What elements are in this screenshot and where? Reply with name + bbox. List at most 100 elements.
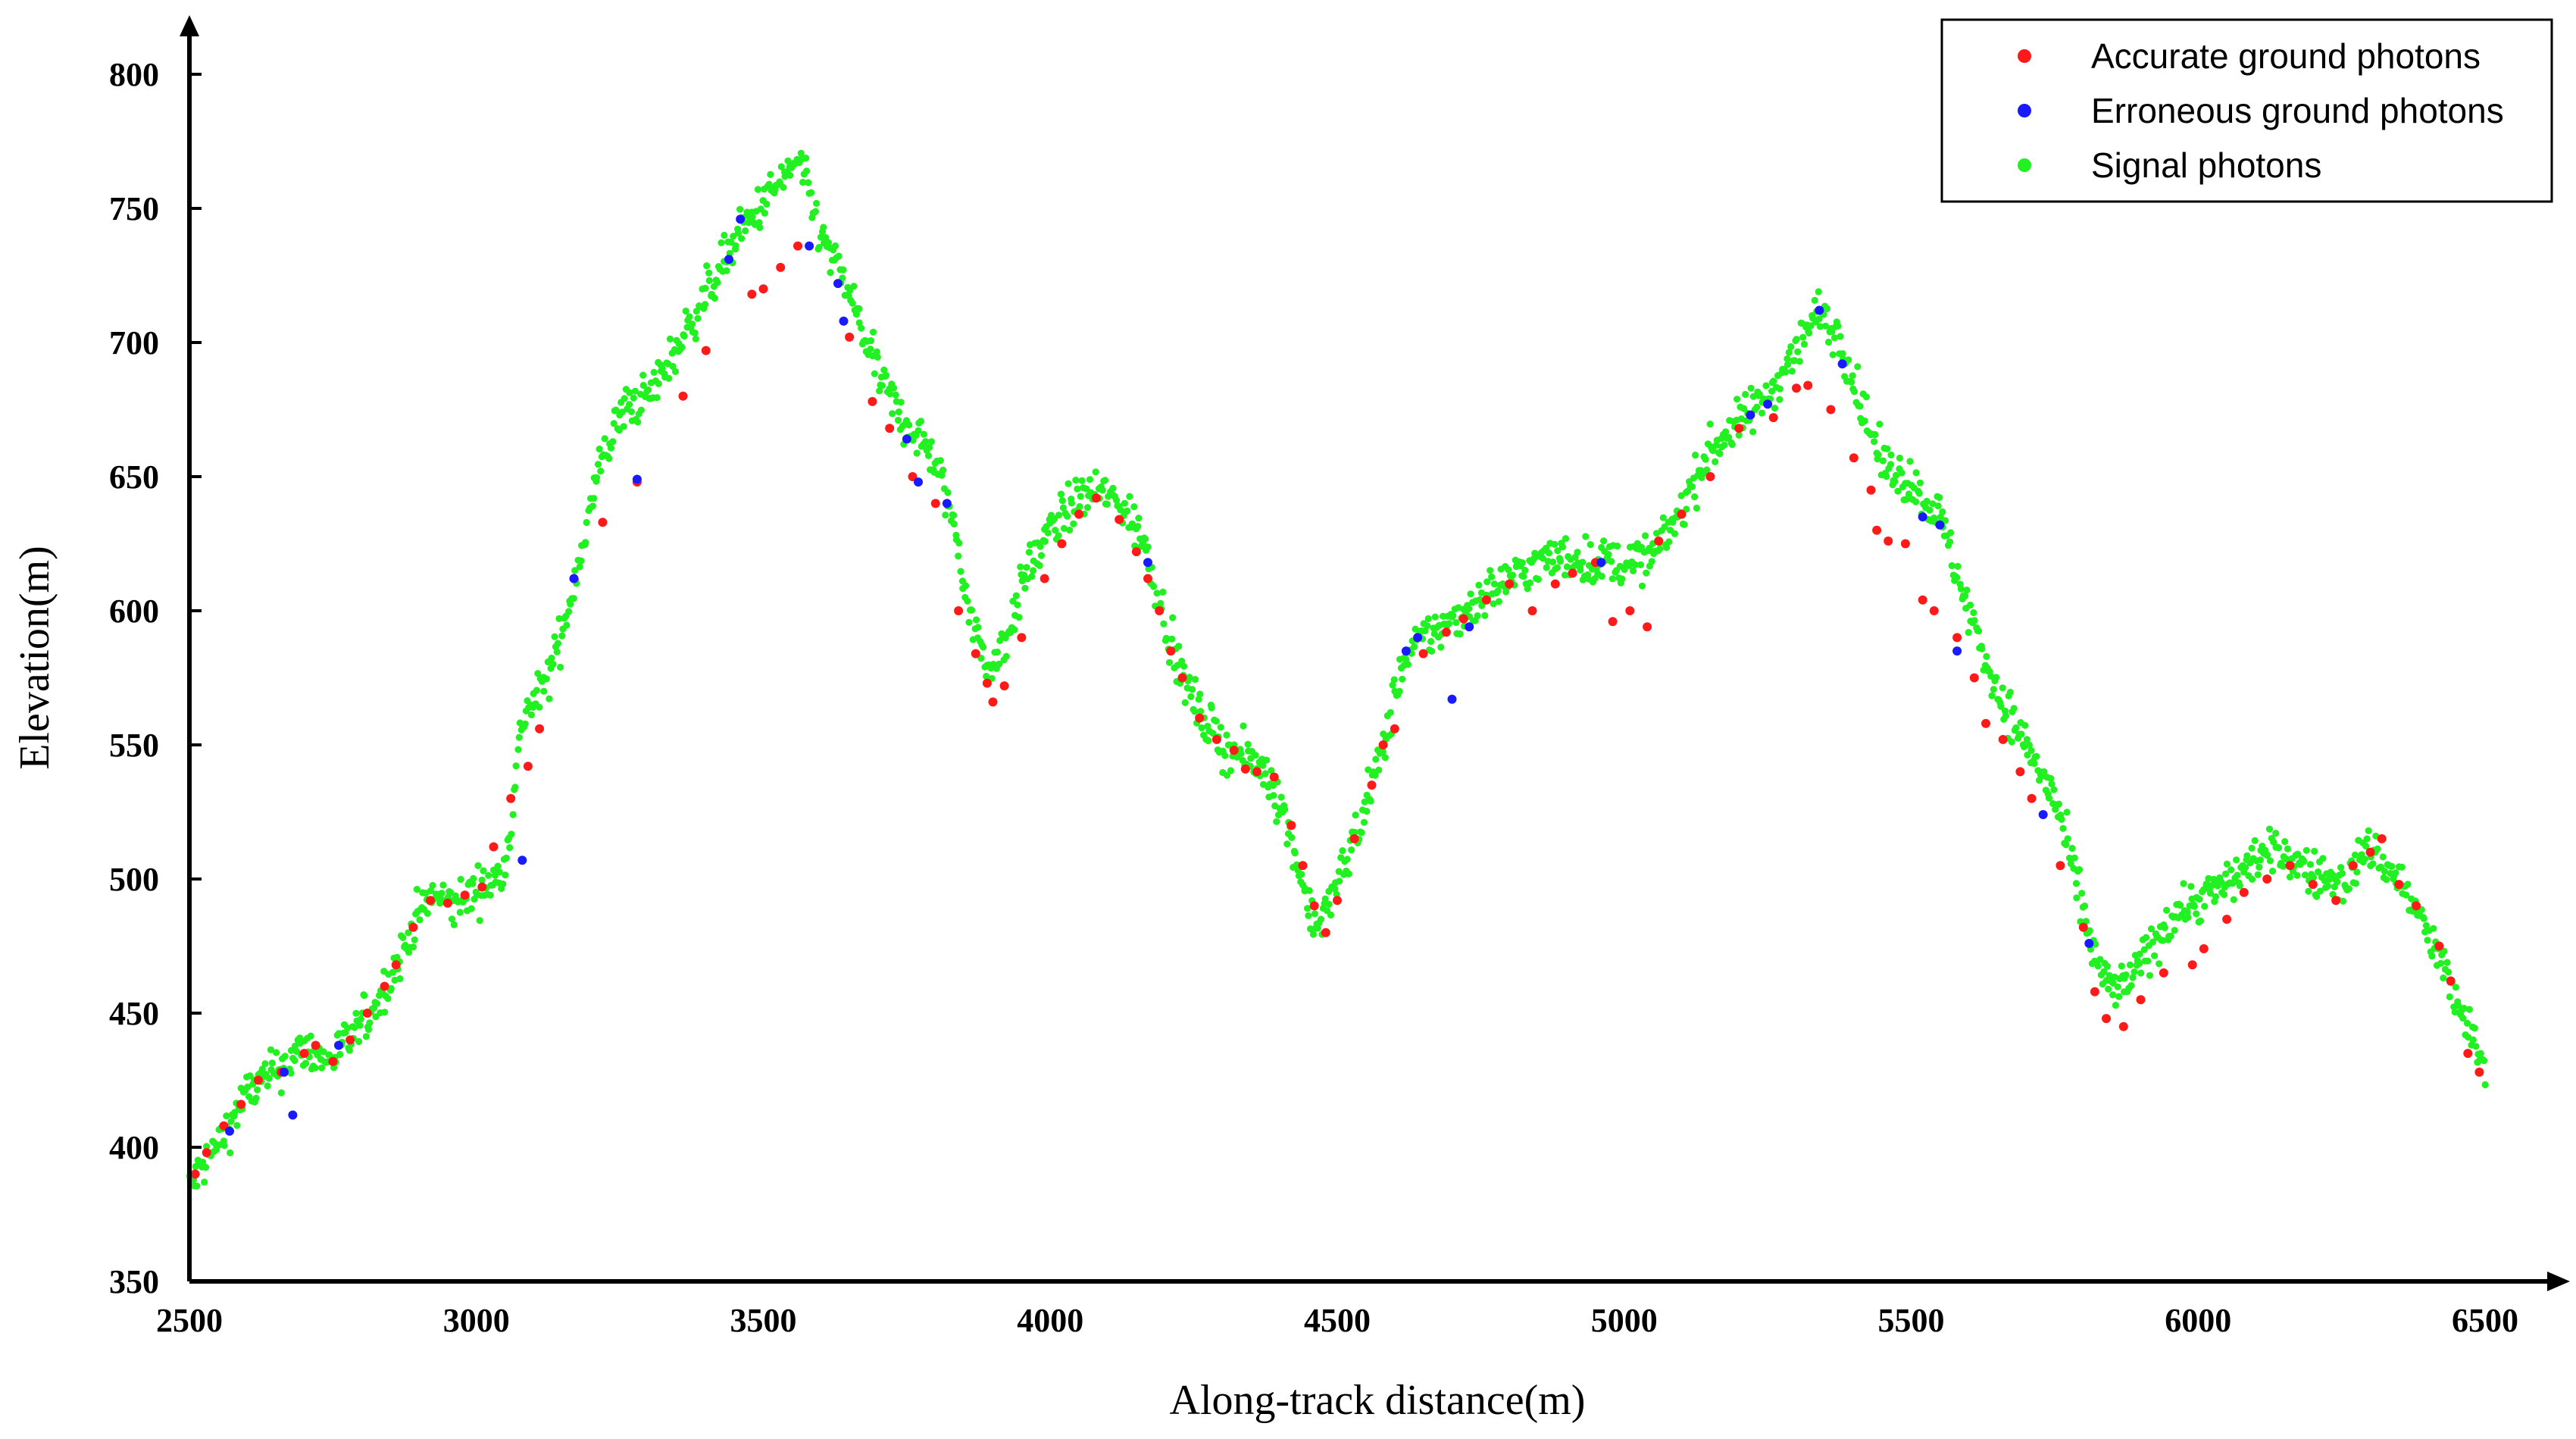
signal-photon-point [2220,891,2228,899]
accurate-photon-point [2463,1049,2473,1059]
signal-photon-point [1083,504,1092,511]
signal-photon-point [2315,868,2322,876]
signal-photon-point [345,1046,353,1054]
signal-photon-point [2430,924,2437,932]
signal-photon-point [554,640,562,647]
signal-photon-point [721,231,728,239]
accurate-photon-point [202,1148,211,1158]
signal-photon-point [803,167,811,175]
signal-photon-point [2112,1002,2119,1009]
signal-photon-point [318,1064,326,1071]
signal-photon-point [1150,583,1158,590]
signal-photon-point [964,597,971,605]
signal-photon-point [920,430,927,438]
signal-photon-point [2363,835,2371,843]
signal-photon-point [1126,493,1133,500]
signal-photon-point [2266,857,2274,865]
signal-photon-point [732,242,739,249]
signal-photon-point [1490,580,1498,588]
signal-photon-point [1036,543,1044,550]
signal-photon-point [362,1033,370,1040]
signal-photon-point [1749,393,1757,400]
signal-photon-point [894,417,902,424]
signal-photon-point [1070,520,1077,527]
signal-photon-point [917,418,925,425]
signal-photon-point [1109,484,1117,493]
signal-photon-point [1057,490,1064,498]
signal-photon-point [2446,993,2453,1001]
signal-photon-point [557,663,564,671]
signal-photon-point [2345,885,2352,893]
accurate-photon-point [2187,960,2197,970]
accurate-photon-point [1131,547,1141,557]
signal-photon-point [1237,749,1245,758]
accurate-photon-point [885,424,895,433]
x-tick-label: 5500 [1878,1302,1945,1339]
signal-photon-point [1467,590,1474,598]
signal-photon-point [644,386,652,394]
signal-photon-point [2059,824,2067,832]
accurate-photon-point [2027,793,2037,803]
x-tick-label: 6000 [2165,1302,2231,1339]
signal-photon-point [1379,748,1386,755]
signal-photon-point [2167,932,2174,940]
signal-photon-point [416,916,424,924]
erroneous-photon-point [942,499,952,508]
signal-photon-point [767,170,774,178]
accurate-photon-point [747,289,757,299]
signal-photon-point [962,582,970,590]
signal-photon-point [202,1163,210,1172]
signal-photon-point [1072,477,1080,484]
signal-photon-point [1702,455,1709,463]
signal-photon-point [1124,507,1131,515]
accurate-photon-point [2118,1021,2128,1031]
signal-photon-point [1187,693,1195,701]
signal-photon-point [577,557,585,565]
signal-photon-point [1712,458,1719,466]
accurate-photon-point [2377,834,2387,843]
signal-photon-point [703,262,711,270]
signal-photon-point [1175,643,1183,650]
signal-photon-point [1208,704,1215,712]
signal-photon-point [2156,960,2163,968]
signal-photon-point [521,720,529,727]
accurate-photon-point [1333,896,1342,906]
signal-photon-point [1947,529,1955,536]
y-axis-arrow [180,15,199,36]
signal-photon-point [609,438,617,446]
signal-photon-point [533,687,541,694]
signal-photon-point [2313,893,2321,900]
y-tick-label: 350 [109,1263,159,1300]
signal-photon-point [1975,627,1983,635]
signal-photon-point [2146,971,2153,979]
signal-photon-point [2229,880,2237,887]
accurate-photon-point [1177,673,1187,683]
signal-photon-point [1348,846,1355,854]
signal-photon-point [1153,590,1161,597]
signal-photon-point [980,643,987,651]
signal-photon-point [1456,630,1464,638]
signal-photon-point [1618,575,1626,583]
signal-photon-point [1037,552,1046,559]
signal-photon-point [2075,866,2084,874]
signal-photon-point [223,1112,230,1120]
signal-photon-point [1608,575,1616,583]
legend: Accurate ground photons Erroneous ground… [1940,18,2553,203]
signal-photon-point [1475,581,1483,589]
signal-photon-point [1352,812,1359,819]
signal-photon-point [1805,329,1813,337]
signal-photon-point [1130,503,1138,511]
signal-photon-point [1367,797,1374,805]
accurate-photon-point [2136,995,2146,1005]
signal-photon-point [553,648,561,655]
erroneous-photon-point [632,474,642,484]
signal-photon-point [2469,1036,2477,1043]
signal-photon-point [1837,333,1844,340]
signal-photon-point [1659,514,1667,521]
signal-photon-point [2465,1006,2473,1013]
signal-photon-point [508,831,515,838]
signal-photon-point [576,563,583,571]
accurate-photon-point [1505,579,1515,589]
signal-photon-point [1823,305,1831,312]
signal-photon-point [889,410,896,418]
